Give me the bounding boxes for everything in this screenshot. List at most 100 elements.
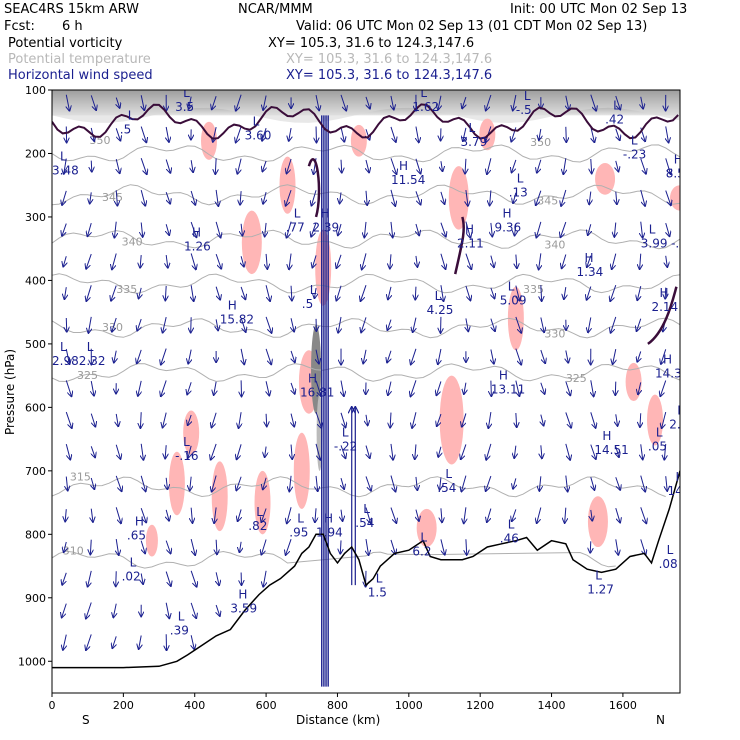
wind-vector xyxy=(165,571,171,586)
hl-value: .82 xyxy=(248,519,267,533)
wind-vector xyxy=(487,158,492,174)
hl-letter: L xyxy=(595,568,602,582)
wind-vector xyxy=(640,253,641,269)
wind-vector xyxy=(62,223,67,236)
hl-letter: L xyxy=(60,340,67,354)
wind-vector xyxy=(611,316,617,333)
wind-vector xyxy=(241,348,244,364)
wind-vector xyxy=(287,507,292,523)
wind-vector xyxy=(115,507,121,523)
wind-vector xyxy=(641,444,643,459)
wind-vector xyxy=(140,255,141,268)
wind-vector xyxy=(666,476,667,491)
wind-vector xyxy=(640,158,646,174)
x-tick-label: 600 xyxy=(256,699,277,712)
wind-vector xyxy=(66,476,67,491)
wind-vector xyxy=(261,539,267,555)
wind-vector xyxy=(191,160,193,172)
wind-vector xyxy=(187,382,192,394)
wind-vector xyxy=(91,477,94,489)
wind-vector xyxy=(236,94,242,111)
wind-vector xyxy=(465,221,471,238)
wind-vector xyxy=(590,126,595,143)
wind-vector xyxy=(265,316,271,333)
hl-value: 16.81 xyxy=(300,386,334,400)
wind-vector xyxy=(366,159,369,172)
hl-letter: L xyxy=(420,530,427,544)
wind-vector xyxy=(390,189,395,206)
wind-vector xyxy=(91,508,93,522)
wind-vector xyxy=(541,382,545,394)
wind-vector xyxy=(236,476,242,491)
wind-vector xyxy=(390,254,391,268)
wind-vector xyxy=(512,159,517,172)
wind-vector xyxy=(591,380,594,396)
wind-vector xyxy=(487,508,492,522)
wind-vector xyxy=(65,444,70,459)
wind-vector xyxy=(137,349,142,363)
wind-vector xyxy=(491,349,494,363)
hl-letter: H xyxy=(308,372,317,386)
field-wind-xy: XY= 105.3, 31.6 to 124.3,147.6 xyxy=(286,68,493,83)
wind-vector xyxy=(211,443,217,460)
wind-vector xyxy=(364,221,366,237)
wind-vector xyxy=(341,127,344,141)
hl-letter: L xyxy=(256,505,263,519)
wind-vector xyxy=(390,158,396,174)
hl-letter: H xyxy=(674,153,683,167)
hl-letter: L xyxy=(342,426,349,440)
pv2-line xyxy=(647,286,678,345)
wind-vector xyxy=(466,189,468,206)
wind-vector xyxy=(289,127,291,141)
wind-vector xyxy=(616,539,619,554)
wind-vector xyxy=(436,381,442,395)
wind-vector xyxy=(215,221,220,238)
theta-label: 325 xyxy=(566,372,587,385)
wind-vector xyxy=(411,380,417,396)
pv-blob xyxy=(647,394,664,446)
hl-letter: L xyxy=(420,86,427,100)
hl-value: 14.32 xyxy=(655,367,689,381)
wind-vector xyxy=(161,348,167,365)
wind-vector xyxy=(441,191,445,204)
wind-vector xyxy=(263,95,266,110)
wind-vector xyxy=(660,380,667,397)
wind-vector xyxy=(490,190,491,205)
wind-vector xyxy=(90,539,91,555)
wind-vector xyxy=(612,253,617,269)
hl-letter: L xyxy=(60,150,67,164)
wind-vector xyxy=(641,221,643,238)
wind-vector xyxy=(341,159,342,173)
wind-vector xyxy=(216,572,219,585)
pv2-line xyxy=(453,216,465,275)
wind-vector xyxy=(486,94,492,110)
hl-letter: H xyxy=(663,353,672,367)
wind-vector xyxy=(640,507,647,523)
wind-vector xyxy=(366,445,370,458)
wind-vector xyxy=(291,318,294,331)
wind-vector xyxy=(541,285,542,301)
wind-vector xyxy=(615,477,620,490)
wind-vector xyxy=(388,286,391,299)
wind-vector xyxy=(311,190,317,205)
theta-label: 340 xyxy=(122,236,143,249)
wind-vector xyxy=(340,412,346,427)
wind-vector xyxy=(486,475,492,491)
wind-vector xyxy=(413,317,416,332)
wind-vector xyxy=(86,285,92,301)
hl-letter: H xyxy=(192,226,201,240)
wind-vector xyxy=(140,540,145,554)
wind-vector xyxy=(286,189,292,206)
wind-vector xyxy=(90,192,92,203)
theta-isoline xyxy=(52,229,680,250)
wind-vector xyxy=(191,635,194,649)
wind-vector xyxy=(188,414,191,425)
wind-vector xyxy=(438,95,441,110)
wind-vector xyxy=(391,95,394,110)
hl-value: 3.60 xyxy=(245,129,272,143)
wind-vector xyxy=(189,96,191,109)
wind-vector xyxy=(190,221,196,237)
wind-vector xyxy=(62,572,67,585)
wind-vector xyxy=(88,570,92,587)
wind-vector xyxy=(262,160,266,172)
